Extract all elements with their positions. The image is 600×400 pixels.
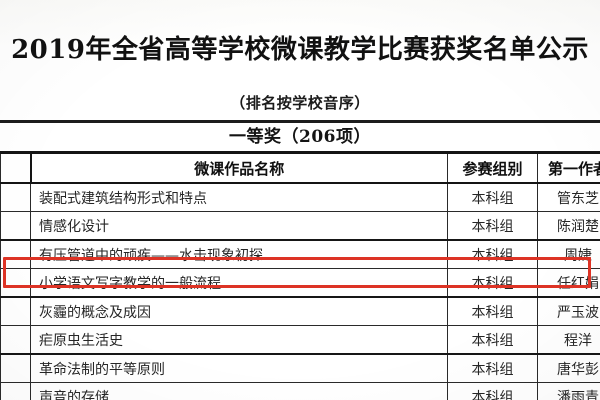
cell-index [0,353,31,383]
cell-name: 有压管道中的顽疾——水击现象初探 [30,239,448,269]
cell-group: 本科组 [447,211,538,241]
cell-group: 本科组 [447,268,538,298]
award-table-container: 微课作品名称 参赛组别 第一作者 装配式建筑结构形式和特点本科组管东芝情感化设计… [0,151,600,400]
cell-group: 本科组 [447,325,538,355]
cell-name: 情感化设计 [30,211,448,241]
table-row-highlighted[interactable]: 小学语文写字教学的一般流程 本科组 任红娟 [0,268,600,298]
cell-index [0,325,31,355]
cell-name: 小学语文写字教学的一般流程 [30,268,448,298]
cell-group: 本科组 [447,239,538,269]
cell-group: 本科组 [447,382,538,400]
cell-index [0,268,31,298]
column-header-index [0,151,32,184]
award-table: 微课作品名称 参赛组别 第一作者 装配式建筑结构形式和特点本科组管东芝情感化设计… [0,151,600,400]
cell-name: 装配式建筑结构形式和特点 [30,182,448,212]
cell-name: 革命法制的平等原则 [30,353,448,383]
cell-index [0,182,31,212]
cell-name: 疟原虫生活史 [30,325,448,355]
table-row[interactable]: 有压管道中的顽疾——水击现象初探 本科组 周婕 [0,239,600,269]
column-header-group: 参赛组别 [447,151,538,184]
table-row[interactable]: 装配式建筑结构形式和特点 本科组 管东芝 [0,182,600,212]
cell-group: 本科组 [447,182,538,212]
document-subtitle: （排名按学校音序） [230,94,370,112]
cell-name: 灰霾的概念及成因 [30,296,448,326]
cell-index [0,382,31,400]
cell-author: 潘雨青 [537,382,600,400]
cell-index [0,239,31,269]
cell-group: 本科组 [447,296,538,326]
cell-author: 陈润楚 [537,211,600,241]
cell-group: 本科组 [447,353,538,383]
award-band-top-rule [0,120,600,123]
cell-author: 任红娟 [537,268,600,298]
document-title: 2019年全省高等学校微课教学比赛获奖名单公示 [11,35,589,65]
cell-author: 管东芝 [537,182,600,212]
cell-index [0,211,31,241]
table-header-row: 微课作品名称 参赛组别 第一作者 [0,151,600,184]
table-row[interactable]: 灰霾的概念及成因 本科组 严玉波 [0,296,600,326]
column-header-name: 微课作品名称 [30,151,448,184]
cell-author: 唐华彭 [537,353,600,383]
award-table-body: 装配式建筑结构形式和特点 本科组 管东芝 情感化设计 本科组 陈润楚 有压管道中的顽疾——水… [0,182,600,400]
award-band-label: 一等奖（206项） [229,127,371,147]
cell-index [0,296,31,326]
table-row[interactable]: 声音的存储 本科组 潘雨青 [0,382,600,400]
table-row[interactable]: 革命法制的平等原则 本科组 唐华彭 [0,353,600,383]
cell-name: 声音的存储 [30,382,448,400]
cell-author: 周婕 [537,239,600,269]
table-row[interactable]: 情感化设计 本科组 陈润楚 [0,211,600,241]
table-row[interactable]: 疟原虫生活史 本科组 程洋 [0,325,600,355]
column-header-author: 第一作者 [537,151,600,184]
cell-author: 严玉波 [537,296,600,326]
cell-author: 程洋 [537,325,600,355]
